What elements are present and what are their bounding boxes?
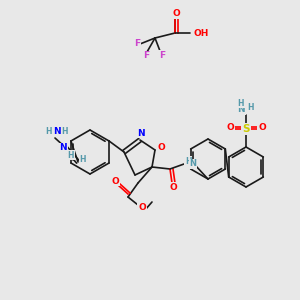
- Text: H: H: [247, 103, 253, 112]
- Text: H: H: [185, 157, 191, 166]
- Text: O: O: [172, 10, 180, 19]
- Text: O: O: [111, 176, 119, 185]
- Text: O: O: [138, 203, 146, 212]
- Text: H: H: [46, 128, 52, 136]
- Text: H: H: [238, 98, 244, 107]
- Text: O: O: [157, 142, 165, 152]
- Text: OH: OH: [194, 28, 209, 38]
- Text: F: F: [143, 52, 149, 61]
- Text: H: H: [62, 127, 68, 136]
- Text: N: N: [190, 160, 196, 169]
- Text: N: N: [137, 128, 145, 137]
- Text: F: F: [134, 38, 140, 47]
- Text: N: N: [59, 143, 67, 152]
- Text: S: S: [242, 124, 250, 134]
- Text: O: O: [169, 182, 177, 191]
- Text: O: O: [258, 124, 266, 133]
- Text: F: F: [159, 50, 165, 59]
- Text: N: N: [237, 106, 245, 115]
- Text: H: H: [68, 151, 74, 160]
- Text: O: O: [226, 124, 234, 133]
- Text: N: N: [53, 127, 61, 136]
- Text: H: H: [80, 154, 86, 164]
